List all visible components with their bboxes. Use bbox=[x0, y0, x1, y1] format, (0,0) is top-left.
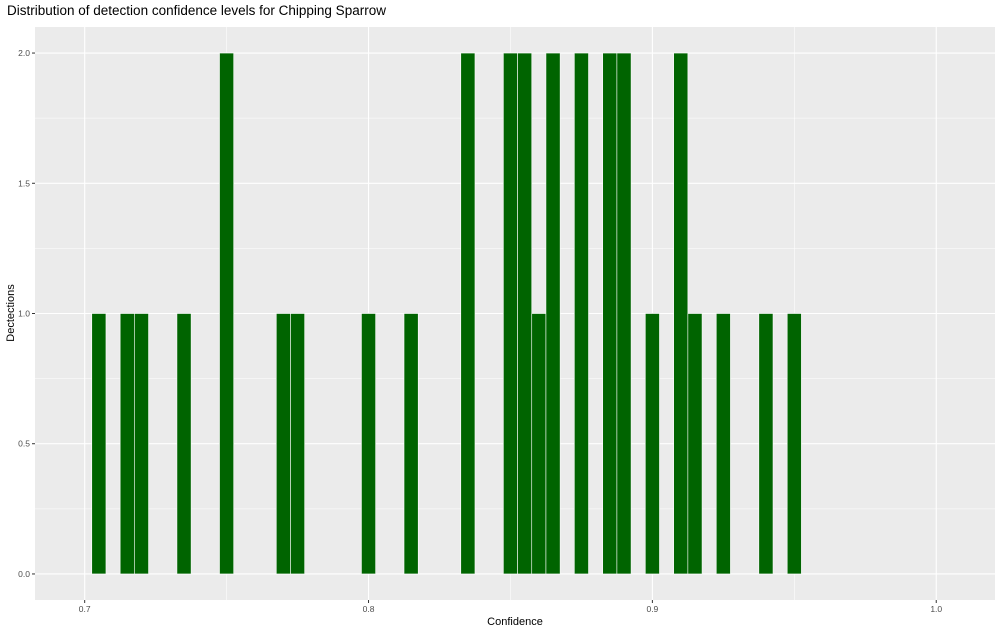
histogram-bar bbox=[219, 52, 234, 575]
x-axis-label: Confidence bbox=[487, 616, 543, 628]
histogram-bar bbox=[134, 313, 149, 575]
histogram-bar bbox=[517, 52, 533, 575]
histogram-bar bbox=[673, 52, 689, 575]
histogram-bar bbox=[644, 313, 660, 575]
histogram-bar bbox=[545, 52, 561, 575]
histogram-bar bbox=[715, 313, 731, 575]
histogram-bar bbox=[786, 313, 802, 575]
chart-title: Distribution of detection confidence lev… bbox=[7, 3, 386, 18]
y-tick-label: 0.0 bbox=[18, 569, 30, 579]
histogram-bar bbox=[758, 313, 774, 575]
histogram-bar bbox=[119, 313, 135, 575]
y-axis-label: Dectections bbox=[5, 284, 17, 342]
y-axis-ticks: 0.0 0.5 1.0 1.5 2.0 bbox=[18, 48, 35, 579]
y-tick-label: 1.0 bbox=[18, 309, 30, 319]
x-tick-label: 0.7 bbox=[79, 604, 91, 614]
histogram-bar bbox=[290, 313, 305, 575]
y-tick-label: 0.5 bbox=[18, 439, 30, 449]
histogram-bar bbox=[616, 52, 632, 575]
histogram-bar bbox=[403, 313, 419, 575]
histogram-bar bbox=[503, 52, 518, 575]
histogram-bar bbox=[531, 313, 547, 575]
histogram-bar bbox=[460, 52, 476, 575]
histogram-bar bbox=[574, 52, 589, 575]
x-tick-label: 0.8 bbox=[363, 604, 375, 614]
histogram-bar bbox=[176, 313, 192, 575]
histogram-bar bbox=[91, 313, 107, 575]
x-tick-label: 0.9 bbox=[646, 604, 658, 614]
histogram-bar bbox=[275, 313, 291, 575]
y-tick-label: 2.0 bbox=[18, 48, 30, 58]
histogram-bar bbox=[361, 313, 376, 575]
bars bbox=[91, 52, 802, 575]
x-axis-ticks: 0.7 0.8 0.9 1.0 bbox=[79, 600, 942, 614]
histogram-bar bbox=[602, 52, 618, 575]
histogram-bar bbox=[687, 313, 703, 575]
x-tick-label: 1.0 bbox=[930, 604, 942, 614]
y-tick-label: 1.5 bbox=[18, 178, 30, 188]
